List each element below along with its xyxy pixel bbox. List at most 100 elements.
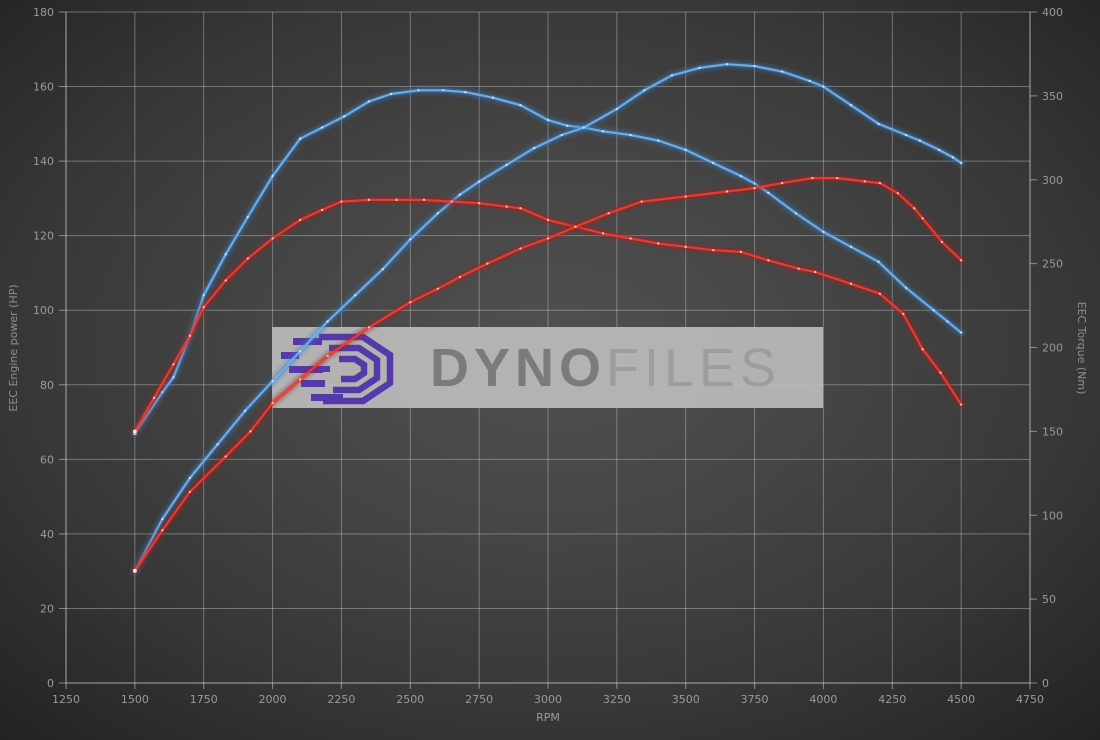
- data-point-power-run1: [601, 130, 605, 133]
- data-point-torque-run1: [546, 218, 550, 222]
- data-point-torque-run1: [477, 202, 481, 205]
- data-point-torque-run2: [640, 200, 643, 203]
- data-point-power-run1: [767, 191, 770, 194]
- dynofiles-logo-icon: [281, 333, 394, 405]
- data-point-torque-run1: [519, 207, 522, 210]
- data-point-power-run1: [794, 212, 798, 215]
- data-point-power-run1: [442, 89, 445, 92]
- tick-label: 350: [1042, 90, 1063, 103]
- data-point-torque-run1: [505, 205, 508, 208]
- x-axis-title: RPM: [536, 711, 560, 724]
- data-point-torque-run2: [326, 354, 329, 358]
- data-point-torque-run1: [902, 312, 905, 316]
- data-point-power-run1: [656, 139, 660, 142]
- data-point-power-run1: [629, 133, 632, 137]
- data-point-torque-run1: [367, 198, 371, 202]
- tick-label: 1750: [190, 693, 218, 706]
- data-point-power-run2: [937, 148, 941, 152]
- tick-label: 2750: [465, 693, 493, 706]
- brand-text-files: FILES: [606, 338, 781, 398]
- data-point-torque-run1: [797, 267, 800, 270]
- data-point-torque-run1: [132, 429, 137, 434]
- data-point-power-run1: [877, 260, 880, 263]
- tick-label: 3250: [603, 693, 631, 706]
- data-point-power-run1: [298, 137, 302, 140]
- data-point-torque-run1: [959, 403, 963, 406]
- data-point-torque-run1: [395, 198, 398, 202]
- data-point-torque-run2: [725, 190, 729, 193]
- data-point-power-run1: [739, 174, 742, 178]
- data-point-power-run2: [959, 161, 963, 165]
- data-point-power-run2: [216, 443, 219, 446]
- data-point-power-run1: [389, 92, 393, 96]
- data-point-torque-run1: [939, 371, 942, 374]
- data-point-torque-run2: [249, 430, 252, 433]
- data-point-torque-run2: [684, 195, 687, 198]
- data-point-torque-run2: [486, 262, 489, 265]
- data-point-torque-run2: [921, 217, 924, 220]
- data-point-torque-run1: [629, 237, 632, 240]
- tick-label: 2000: [259, 693, 287, 706]
- data-point-power-run2: [849, 103, 853, 107]
- data-point-power-run1: [202, 294, 205, 297]
- data-point-torque-run1: [656, 242, 660, 245]
- tick-label: 300: [1042, 174, 1063, 187]
- data-point-power-run1: [712, 161, 715, 165]
- data-point-torque-run1: [813, 270, 817, 274]
- data-point-torque-run1: [921, 347, 924, 351]
- data-point-torque-run1: [340, 200, 343, 203]
- data-point-torque-run1: [172, 363, 175, 366]
- tick-label: 80: [40, 379, 54, 392]
- data-point-torque-run2: [753, 186, 756, 190]
- axis-ticks: 0 20 40 60 80 100 120 140 160 180 0 50 100 150 200 250 3…: [33, 6, 1063, 706]
- data-point-torque-run2: [436, 287, 440, 290]
- data-point-power-run2: [477, 180, 481, 183]
- data-point-torque-run1: [739, 250, 742, 254]
- data-point-power-run1: [684, 148, 687, 152]
- tick-label: 4500: [947, 693, 975, 706]
- data-point-power-run1: [519, 103, 522, 107]
- tick-label: 150: [1042, 425, 1063, 438]
- data-point-torque-run1: [450, 200, 453, 203]
- data-point-torque-run2: [367, 326, 371, 329]
- data-point-torque-run2: [519, 247, 522, 250]
- data-point-power-run1: [271, 174, 274, 178]
- data-point-power-run2: [643, 89, 646, 92]
- data-point-torque-run1: [684, 245, 687, 249]
- tick-label: 3750: [741, 693, 769, 706]
- data-point-torque-run2: [913, 207, 916, 210]
- tick-label: 100: [1042, 509, 1063, 522]
- data-point-power-run1: [224, 253, 227, 256]
- data-point-power-run1: [417, 89, 420, 92]
- data-point-power-run1: [464, 90, 467, 94]
- data-point-power-run2: [533, 146, 536, 150]
- tick-label: 0: [1042, 677, 1049, 690]
- data-point-power-run2: [560, 133, 563, 137]
- data-point-torque-run1: [202, 306, 205, 309]
- data-point-torque-run2: [458, 275, 462, 279]
- data-point-power-run2: [298, 350, 302, 353]
- data-point-torque-run2: [836, 176, 839, 180]
- data-point-power-run1: [822, 230, 825, 234]
- watermark: DYNOFILES: [272, 327, 823, 408]
- data-point-power-run2: [271, 379, 274, 383]
- data-point-torque-run1: [298, 218, 302, 222]
- data-point-torque-run1: [152, 396, 156, 400]
- data-point-torque-run1: [271, 237, 274, 240]
- tick-label: 180: [33, 6, 54, 19]
- data-point-torque-run1: [849, 282, 853, 285]
- data-point-power-run2: [780, 70, 784, 73]
- brand-text-dyno: DYNO: [430, 338, 606, 398]
- data-point-power-run2: [326, 320, 329, 323]
- data-point-power-run1: [320, 126, 324, 129]
- tick-label: 400: [1042, 6, 1063, 19]
- data-point-power-run1: [246, 215, 249, 219]
- watermark-brand: DYNOFILES: [430, 338, 781, 398]
- data-point-power-run1: [172, 376, 175, 379]
- data-point-power-run2: [582, 126, 586, 129]
- curve-power-run2: [133, 63, 963, 573]
- tick-label: 2500: [396, 693, 424, 706]
- data-point-torque-run2: [224, 455, 227, 458]
